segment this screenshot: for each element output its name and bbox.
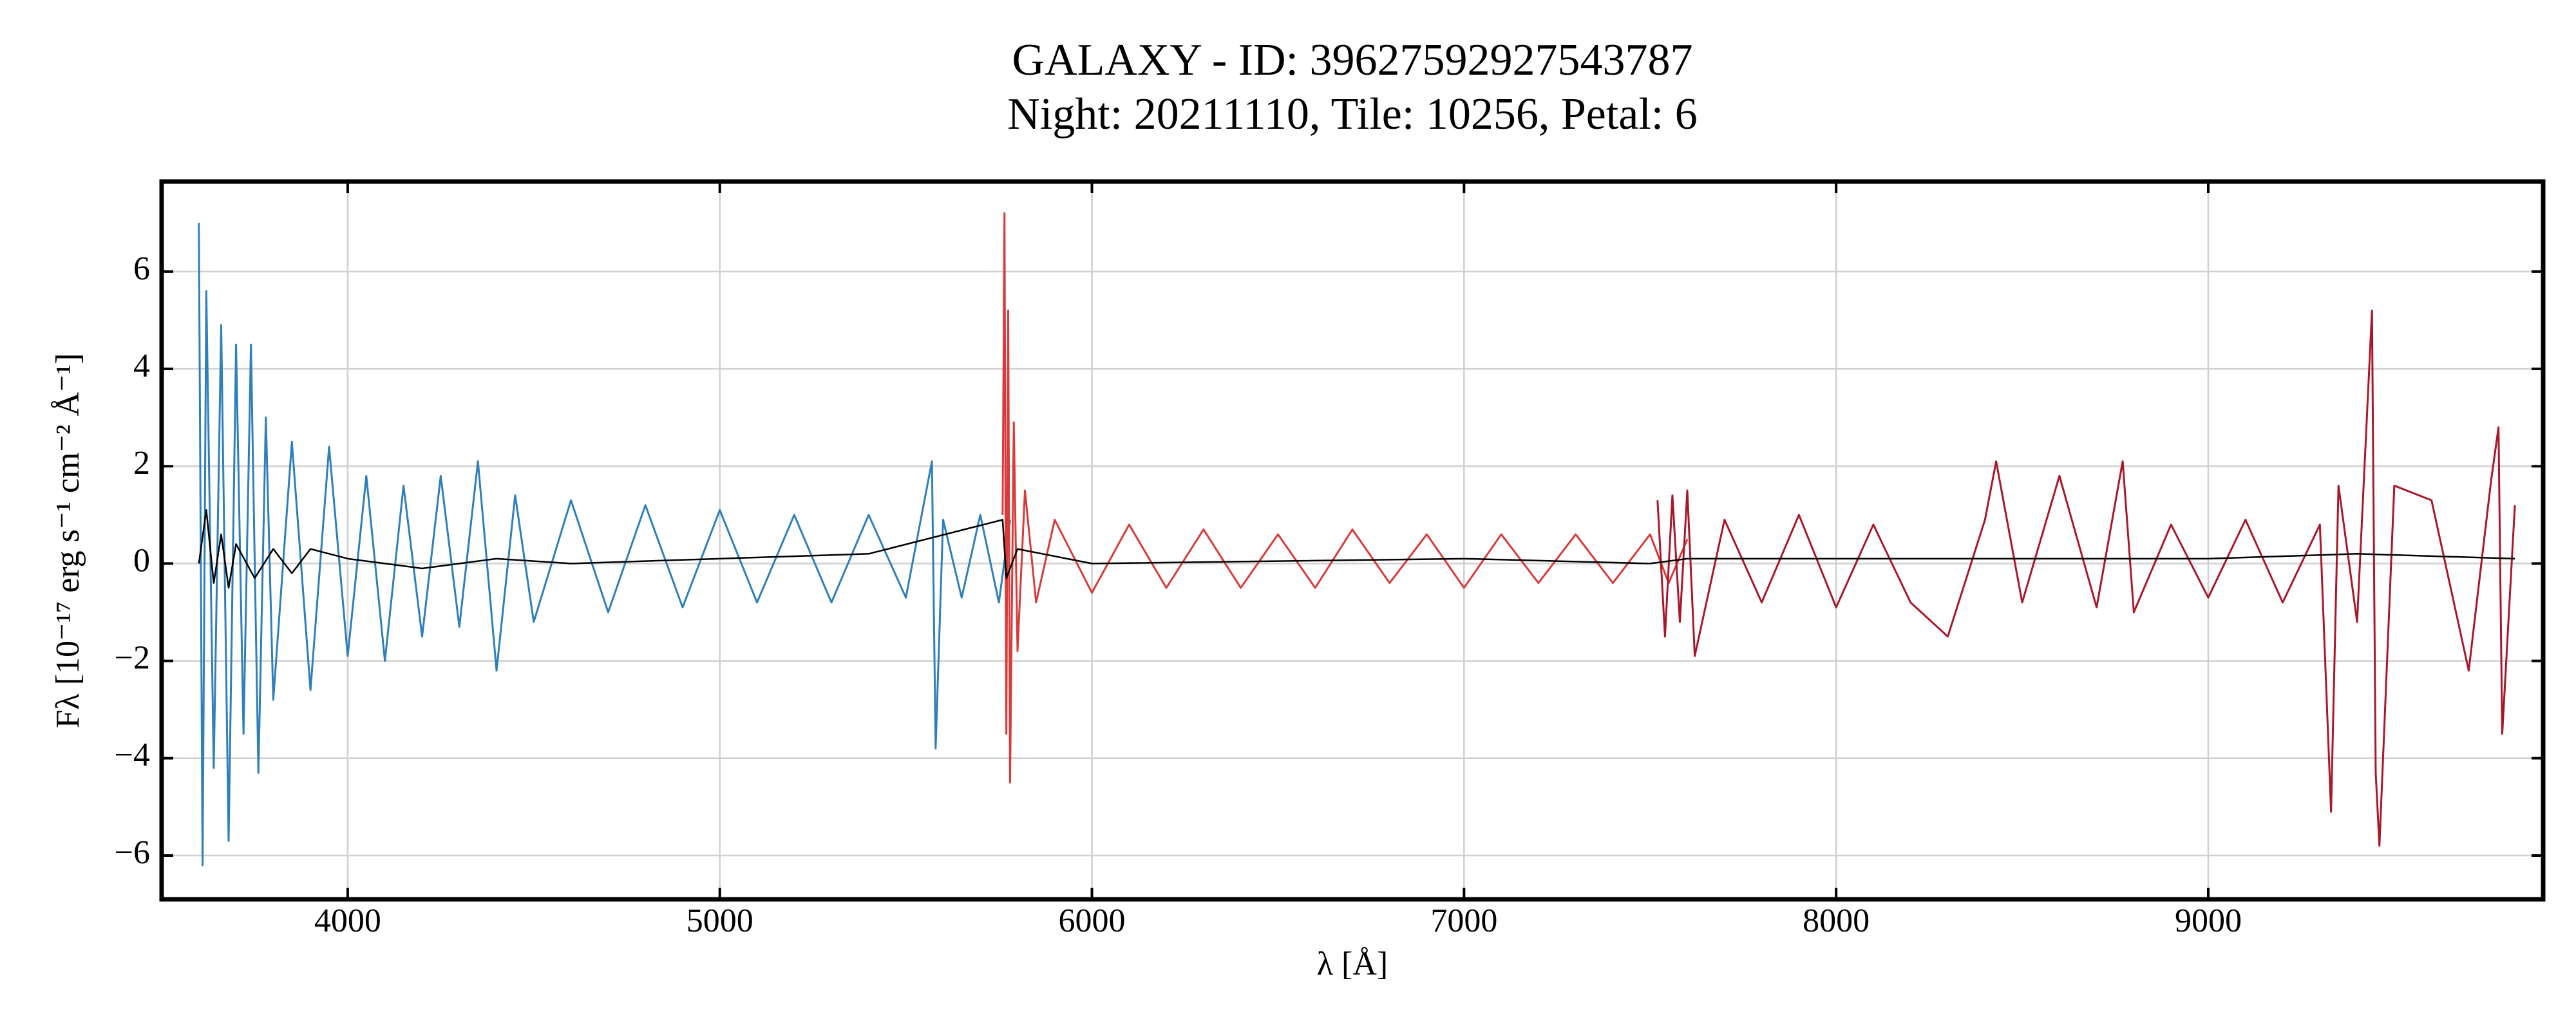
spectrum-line	[198, 509, 2515, 589]
x-tick-label: 9000	[2175, 903, 2242, 939]
y-tick-label: 4	[133, 348, 150, 384]
plot-frame	[159, 179, 2546, 902]
chart-subtitle: Night: 20211110, Tile: 10256, Petal: 6	[1007, 89, 1697, 139]
x-tick-label: 5000	[687, 903, 753, 939]
y-tick-label: 6	[133, 250, 150, 287]
x-tick-label: 8000	[1803, 903, 1870, 939]
x-tick-label: 7000	[1430, 903, 1497, 939]
chart-title: GALAXY - ID: 39627592927543787	[1012, 35, 1692, 85]
spectrum-line	[1656, 309, 2516, 847]
y-tick-label: 2	[133, 445, 150, 482]
y-tick-label: −6	[115, 834, 150, 871]
y-tick-label: −2	[115, 640, 150, 677]
y-tick-label: −4	[115, 737, 150, 774]
x-tick-label: 6000	[1059, 903, 1126, 939]
spectrum-line	[1001, 212, 1689, 784]
y-axis-label: Fλ [10⁻¹⁷ erg s⁻¹ cm⁻² Å⁻¹]	[50, 353, 86, 729]
spectrum-line	[198, 223, 1011, 866]
x-tick-label: 4000	[314, 903, 381, 939]
y-tick-label: 0	[133, 542, 150, 579]
x-axis-label: λ [Å]	[1317, 946, 1388, 982]
